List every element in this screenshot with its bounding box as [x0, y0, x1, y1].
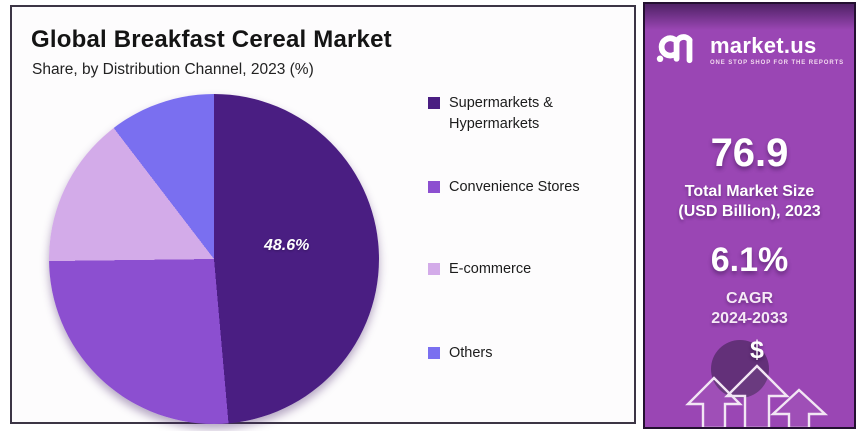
- chart-subtitle: Share, by Distribution Channel, 2023 (%): [32, 61, 314, 78]
- chart-panel: Global Breakfast Cereal Market Share, by…: [10, 5, 636, 424]
- legend-item-supermarkets: Supermarkets & Hypermarkets: [428, 93, 553, 135]
- brand-tagline: ONE STOP SHOP FOR THE REPORTS: [709, 60, 845, 66]
- cagr-caption: CAGR 2024-2033: [711, 290, 788, 328]
- market-size-caption: Total Market Size (USD Billion), 2023: [678, 183, 821, 220]
- legend-item-others: Others: [428, 343, 493, 364]
- legend-swatch: [428, 263, 440, 275]
- chart-title: Global Breakfast Cereal Market: [31, 26, 392, 53]
- legend-label: E-commerce: [449, 261, 532, 277]
- growth-arrows-icon: [685, 340, 829, 427]
- legend-item-ecommerce: E-commerce: [428, 259, 531, 280]
- brand-name: market.us: [709, 33, 817, 58]
- legend-swatch: [428, 181, 440, 193]
- legend-label: Others: [449, 345, 493, 361]
- legend-item-convenience-stores: Convenience Stores: [428, 177, 580, 198]
- market-size-value: 76.9: [710, 131, 789, 175]
- dollar-icon: $: [750, 336, 764, 364]
- marketus-logo-icon: [655, 30, 701, 71]
- pie-data-label: 48.6%: [264, 237, 310, 254]
- pie: [49, 94, 379, 424]
- legend-label: Supermarkets & Hypermarkets: [449, 95, 553, 133]
- legend-label: Convenience Stores: [449, 179, 580, 195]
- cagr-value: 6.1%: [710, 241, 789, 280]
- legend-swatch: [428, 97, 440, 109]
- marketus-logo: market.us ONE STOP SHOP FOR THE REPORTS: [645, 30, 854, 71]
- legend-swatch: [428, 347, 440, 359]
- brand-sidebar: market.us ONE STOP SHOP FOR THE REPORTS …: [643, 2, 856, 429]
